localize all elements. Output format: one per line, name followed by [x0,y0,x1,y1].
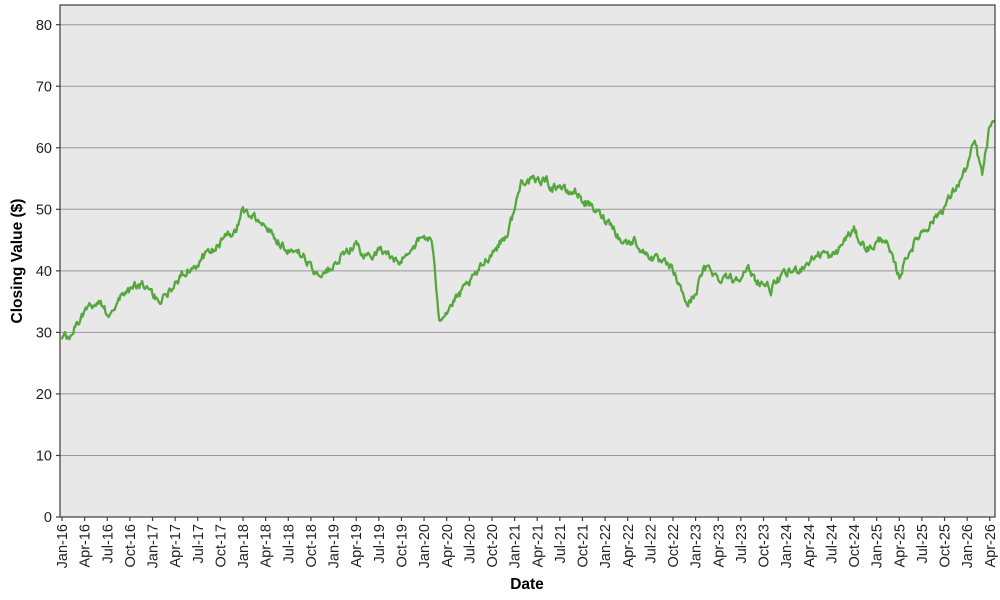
closing-value-line-series [60,119,995,341]
x-tick-label: Apr-16 [78,524,94,568]
x-tick-label: Jan-23 [689,524,705,568]
plot-area [60,5,995,517]
axis-ticks [56,24,991,521]
x-tick-label: Apr-20 [440,524,456,568]
x-tick-label: Oct-24 [847,524,863,568]
y-tick-label: 20 [36,387,52,403]
x-tick-label: Oct-25 [938,524,954,568]
x-tick-label: Jul-18 [281,524,297,564]
x-tick-label: Apr-19 [349,524,365,568]
x-tick-label: Oct-17 [213,524,229,568]
x-tick-label: Jan-26 [960,524,976,568]
x-tick-label: Jan-22 [598,524,614,568]
x-tick-label: Jan-21 [508,524,524,568]
x-tick-label: Apr-18 [259,524,275,568]
x-tick-label: Apr-22 [621,524,637,568]
y-tick-label: 40 [36,264,52,280]
x-tick-label: Jul-24 [824,524,840,564]
x-tick-label: Oct-20 [485,524,501,568]
x-tick-label: Jan-16 [55,524,71,568]
x-tick-label: Jan-24 [779,524,795,568]
x-tick-label: Jul-16 [100,524,116,564]
x-tick-label: Oct-23 [757,524,773,568]
y-tick-labels: 0 10 20 30 40 50 60 70 80 [36,18,52,526]
series-group [60,119,995,341]
plot-border [59,4,996,518]
x-tick-label: Apr-24 [802,524,818,568]
x-tick-label: Oct-16 [123,524,139,568]
x-tick-label: Oct-21 [576,524,592,568]
x-tick-label: Apr-23 [711,524,727,568]
x-tick-label: Jul-22 [643,524,659,564]
x-tick-label: Jan-18 [236,524,252,568]
x-tick-label: Jan-19 [327,524,343,568]
x-tick-label: Apr-25 [892,524,908,568]
x-axis-title: Date [510,576,544,593]
x-tick-label: Jan-20 [417,524,433,568]
y-axis-title: Closing Value ($) [9,199,26,324]
y-tick-label: 80 [36,18,52,34]
x-tick-label: Apr-17 [168,524,184,568]
x-tick-label: Jul-17 [191,524,207,564]
x-tick-label: Jan-25 [870,524,886,568]
x-tick-label: Apr-26 [983,524,999,568]
x-tick-label: Oct-19 [395,524,411,568]
y-tick-label: 70 [36,79,52,95]
x-tick-label: Jul-19 [372,524,388,564]
y-tick-label: 0 [44,510,52,526]
x-tick-label: Jul-21 [553,524,569,564]
x-tick-label: Apr-21 [530,524,546,568]
x-tick-label: Jul-20 [462,524,478,564]
x-tick-label: Jul-25 [915,524,931,564]
y-tick-label: 30 [36,325,52,341]
x-tick-label: Jan-17 [146,524,162,568]
y-tick-label: 10 [36,449,52,465]
x-tick-label: Oct-18 [304,524,320,568]
x-tick-labels: Jan-16 Apr-16 Jul-16 Oct-16 Jan-17 Apr-17 Jul-… [55,524,999,568]
y-tick-label: 60 [36,141,52,157]
y-tick-label: 50 [36,202,52,218]
x-tick-label: Oct-22 [666,524,682,568]
y-gridlines [60,24,995,456]
x-tick-label: Jul-23 [734,524,750,564]
